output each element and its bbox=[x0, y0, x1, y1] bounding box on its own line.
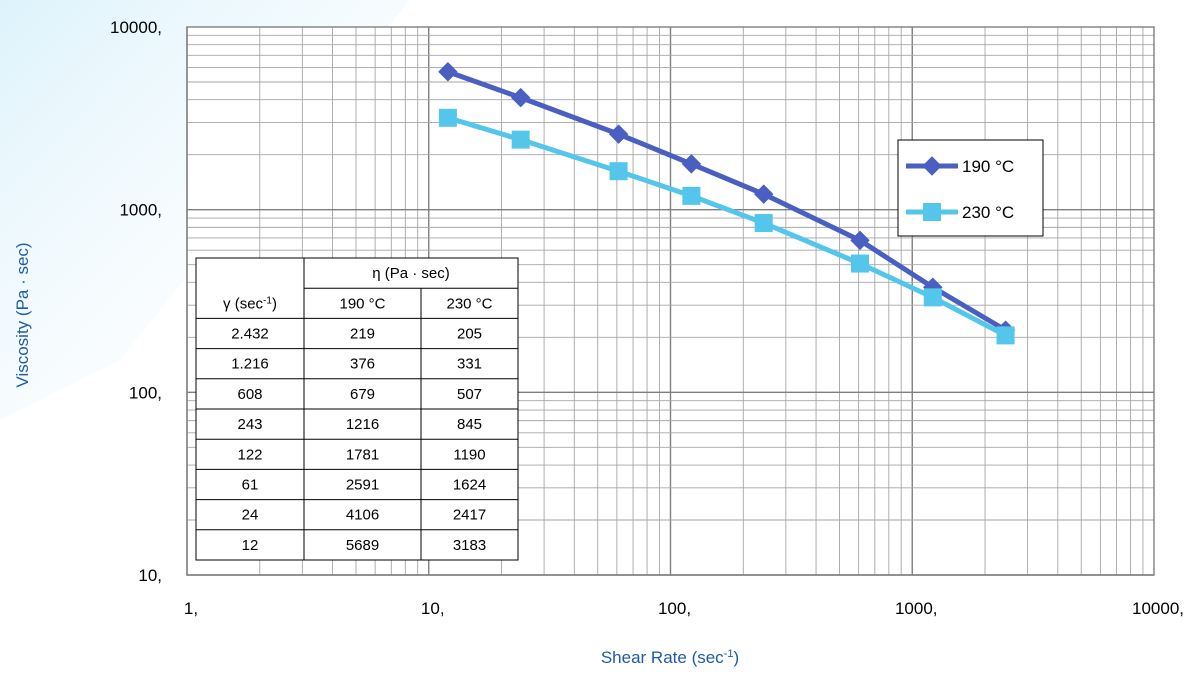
table-cell-230: 331 bbox=[457, 356, 482, 373]
x-tick-label: 100, bbox=[658, 599, 691, 618]
legend-swatch-marker bbox=[922, 156, 942, 176]
table-cell-190: 679 bbox=[350, 386, 375, 403]
data-point bbox=[510, 87, 531, 108]
table-header-eta: η (Pa · sec) bbox=[372, 265, 450, 282]
axes: 1, 10, 100, 1000, 10000, 10, 100, 1000, 10000, Sh… bbox=[13, 18, 1184, 667]
legend-swatch-marker bbox=[923, 203, 941, 221]
data-point bbox=[609, 162, 628, 181]
data-point bbox=[438, 62, 458, 82]
table-cell-gamma: 243 bbox=[237, 416, 262, 433]
x-tick-label: 1, bbox=[184, 599, 198, 618]
table-cell-gamma: 24 bbox=[242, 507, 259, 524]
table-cell-190: 5689 bbox=[346, 537, 379, 554]
table-cell-190: 219 bbox=[350, 326, 375, 343]
y-tick-label: 10000, bbox=[110, 18, 162, 37]
plot-border bbox=[186, 26, 1155, 576]
table-cell-230: 845 bbox=[457, 416, 482, 433]
table-header-190: 190 °C bbox=[339, 295, 385, 312]
table-header-230: 230 °C bbox=[446, 295, 492, 312]
y-tick-label: 10, bbox=[138, 566, 162, 585]
data-point bbox=[850, 230, 870, 251]
x-tick-label: 10000, bbox=[1132, 599, 1184, 618]
table-cell-190: 2591 bbox=[346, 477, 379, 494]
table-cell-230: 3183 bbox=[453, 537, 486, 554]
data-point bbox=[608, 124, 629, 144]
data-point bbox=[923, 288, 942, 307]
table-cell-gamma: 12 bbox=[242, 537, 259, 554]
table-cell-190: 376 bbox=[350, 356, 375, 373]
table-cell-gamma: 1.216 bbox=[231, 356, 269, 373]
table-cell-gamma: 608 bbox=[237, 386, 262, 403]
legend-label: 230 °C bbox=[962, 203, 1014, 222]
table-cell-gamma: 61 bbox=[242, 477, 259, 494]
table-cell-190: 1781 bbox=[346, 446, 379, 463]
series-line bbox=[445, 115, 1009, 338]
data-point bbox=[438, 108, 457, 127]
data-point bbox=[851, 254, 870, 273]
x-tick-label: 10, bbox=[421, 599, 445, 618]
table-cell-230: 205 bbox=[457, 326, 482, 343]
legend-label: 190 °C bbox=[962, 157, 1014, 176]
table-header-gamma: γ (sec-1) bbox=[223, 295, 277, 313]
series-layer bbox=[438, 62, 1016, 345]
series-line bbox=[445, 69, 1009, 333]
table-cell-230: 507 bbox=[457, 386, 482, 403]
y-tick-label: 100, bbox=[129, 383, 162, 402]
x-tick-label: 1000, bbox=[895, 599, 938, 618]
data-point bbox=[754, 214, 773, 233]
legend-box bbox=[897, 139, 1044, 237]
data-point bbox=[511, 130, 530, 149]
table-cell-gamma: 122 bbox=[237, 446, 262, 463]
data-point bbox=[996, 326, 1015, 345]
x-axis-title: Shear Rate (sec-1) bbox=[601, 648, 739, 667]
legend: 190 °C 230 °C bbox=[897, 139, 1044, 237]
data-point bbox=[754, 184, 774, 204]
series-2 bbox=[438, 108, 1015, 345]
y-tick-label: 1000, bbox=[119, 201, 162, 220]
table-cell-190: 4106 bbox=[346, 507, 379, 524]
data-point bbox=[681, 154, 702, 174]
table-cell-230: 1190 bbox=[453, 446, 485, 463]
table-cell-230: 1624 bbox=[453, 477, 486, 494]
table-cell-190: 1216 bbox=[346, 416, 379, 433]
y-axis-title: Viscosity (Pa · sec) bbox=[13, 242, 32, 387]
table-cell-230: 2417 bbox=[453, 507, 486, 524]
data-table: η (Pa · sec) γ (sec-1) 190 °C 230 °C 2.432 21… bbox=[195, 257, 519, 561]
data-point bbox=[682, 186, 701, 205]
table-cell-gamma: 2.432 bbox=[231, 326, 269, 343]
